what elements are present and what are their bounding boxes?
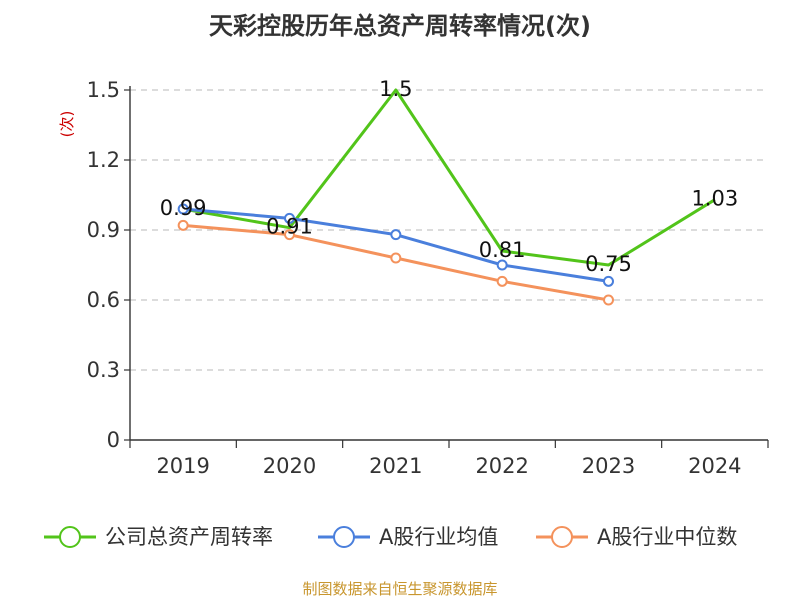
x-tick-label: 2021 [369,454,422,478]
data-label: 0.75 [585,252,632,276]
series-line [182,88,716,267]
legend-label: A股行业中位数 [597,525,737,549]
x-tick-label: 2023 [582,454,635,478]
legend-item-0: 公司总资产周转率 [44,525,273,549]
data-label: 0.81 [479,238,526,262]
data-point [390,229,402,241]
y-tick-label: 0.3 [87,358,120,382]
y-tick-label: 0.9 [87,218,120,242]
legend-item-1: A股行业均值 [318,525,498,549]
source-note: 制图数据来自恒生聚源数据库 [302,580,497,598]
data-point [177,219,189,231]
legend-item-2: A股行业中位数 [536,525,737,549]
data-labels: 0.99 0.91 1.5 0.81 0.75 1.03 [160,77,738,276]
data-label: 1.03 [691,187,738,211]
axes: 0 0.3 0.6 0.9 1.2 1.5 2019 2020 2021 2022 2023 2024 [87,78,769,478]
legend-marker [333,526,355,548]
chart-title: 天彩控股历年总资产周转率情况(次) [209,12,591,40]
y-tick-label: 0.6 [87,288,120,312]
data-point [496,275,508,287]
x-tick-label: 2020 [263,454,316,478]
y-tick-label: 0 [107,428,120,452]
data-point [177,203,189,215]
legend-label: 公司总资产周转率 [105,525,273,549]
legend-marker [59,526,81,548]
data-point [603,275,614,287]
series-layer [177,88,716,306]
series-1 [177,203,614,287]
legend: 公司总资产周转率 A股行业均值 A股行业中位数 [44,525,737,549]
data-label: 0.99 [160,196,207,220]
data-point [390,252,402,264]
data-point [496,259,508,271]
data-point [284,212,295,224]
data-label: 1.5 [379,77,412,101]
data-label: 0.91 [266,215,313,239]
x-tick-label: 2019 [156,454,209,478]
gridlines [130,89,768,371]
x-tick-label: 2022 [475,454,528,478]
series-2 [177,219,614,306]
y-tick-label: 1.2 [87,148,120,172]
data-point [284,229,295,241]
y-tick-label: 1.5 [87,78,120,102]
legend-label: A股行业均值 [379,525,498,549]
legend-marker [551,526,573,548]
data-point [603,294,614,306]
y-axis-label: (次) [58,111,76,138]
x-tick-label: 2024 [688,454,741,478]
series-0 [182,88,716,267]
